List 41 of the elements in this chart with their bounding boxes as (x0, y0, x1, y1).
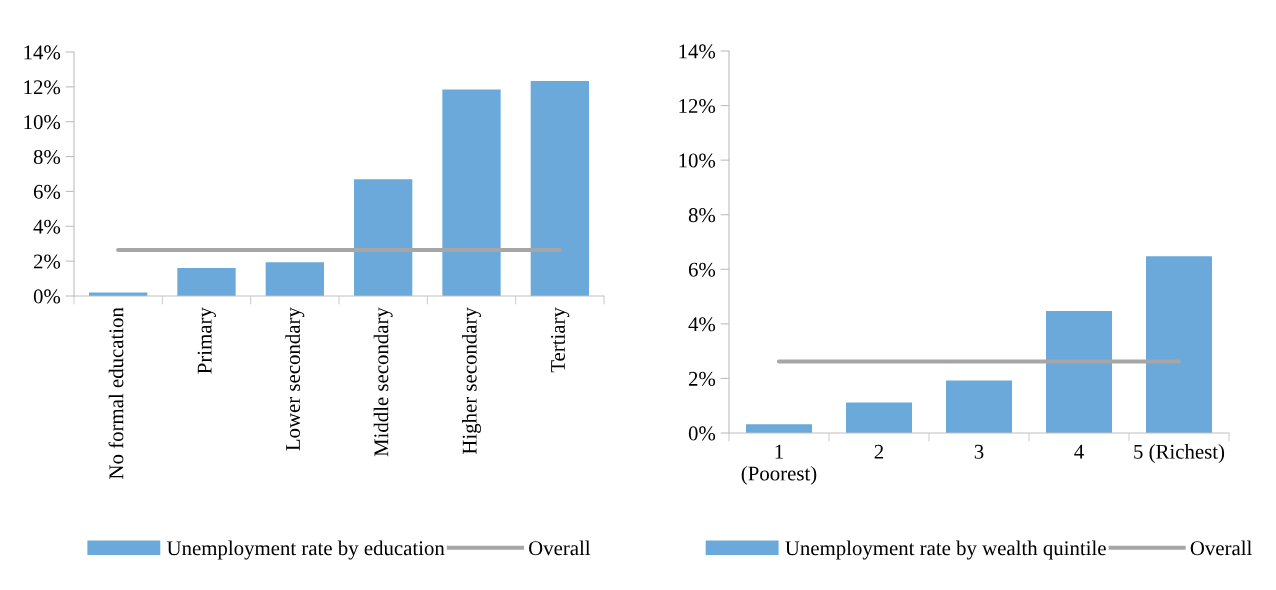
y-tick-label: 0% (688, 426, 716, 441)
legend-label: Unemployment rate by wealth quintile (785, 540, 1106, 560)
x-tick-label: Higher secondary (462, 307, 481, 455)
y-tick-label: 14% (679, 44, 716, 59)
x-tick-label: No formal education (108, 307, 124, 479)
x-tick-label: Primary (197, 307, 216, 374)
x-tick-label: 2 (874, 444, 884, 459)
bar (442, 89, 501, 296)
legend-label: Overall (1190, 540, 1252, 556)
bar (177, 268, 236, 296)
bar (946, 380, 1012, 433)
y-tick-label: 8% (33, 149, 61, 165)
y-tick-label: 0% (33, 289, 61, 304)
y-tick-label: 8% (688, 208, 716, 223)
y-tick-label: 4% (688, 317, 716, 332)
x-tick-label: Tertiary (550, 307, 570, 373)
y-tick-label: 14% (24, 45, 61, 60)
x-tick-label: 1 (Poorest) (741, 444, 817, 485)
bar (354, 179, 413, 296)
x-tick-label: 5 (Richest) (1134, 444, 1225, 463)
y-tick-label: 4% (33, 219, 61, 234)
y-tick-label: 6% (688, 262, 716, 277)
y-tick-label: 2% (33, 254, 61, 269)
bar (1046, 311, 1112, 433)
legend-label: Overall (529, 540, 591, 556)
bar (1146, 256, 1212, 433)
y-tick-label: 10% (679, 153, 716, 168)
x-tick-label: 4 (1074, 444, 1084, 459)
x-tick-label: Lower secondary (285, 307, 305, 451)
bar (746, 424, 812, 433)
bar (530, 80, 589, 296)
x-tick-label: Middle secondary (373, 307, 393, 457)
x-tick-label: 3 (974, 444, 984, 459)
y-tick-label: 2% (688, 371, 716, 386)
bar (265, 262, 324, 296)
y-tick-label: 12% (679, 98, 716, 114)
y-tick-label: 10% (24, 115, 61, 130)
bar (846, 402, 912, 433)
y-tick-label: 6% (33, 184, 61, 199)
y-tick-label: 12% (24, 80, 61, 95)
legend-label: Unemployment rate by education (166, 540, 445, 560)
